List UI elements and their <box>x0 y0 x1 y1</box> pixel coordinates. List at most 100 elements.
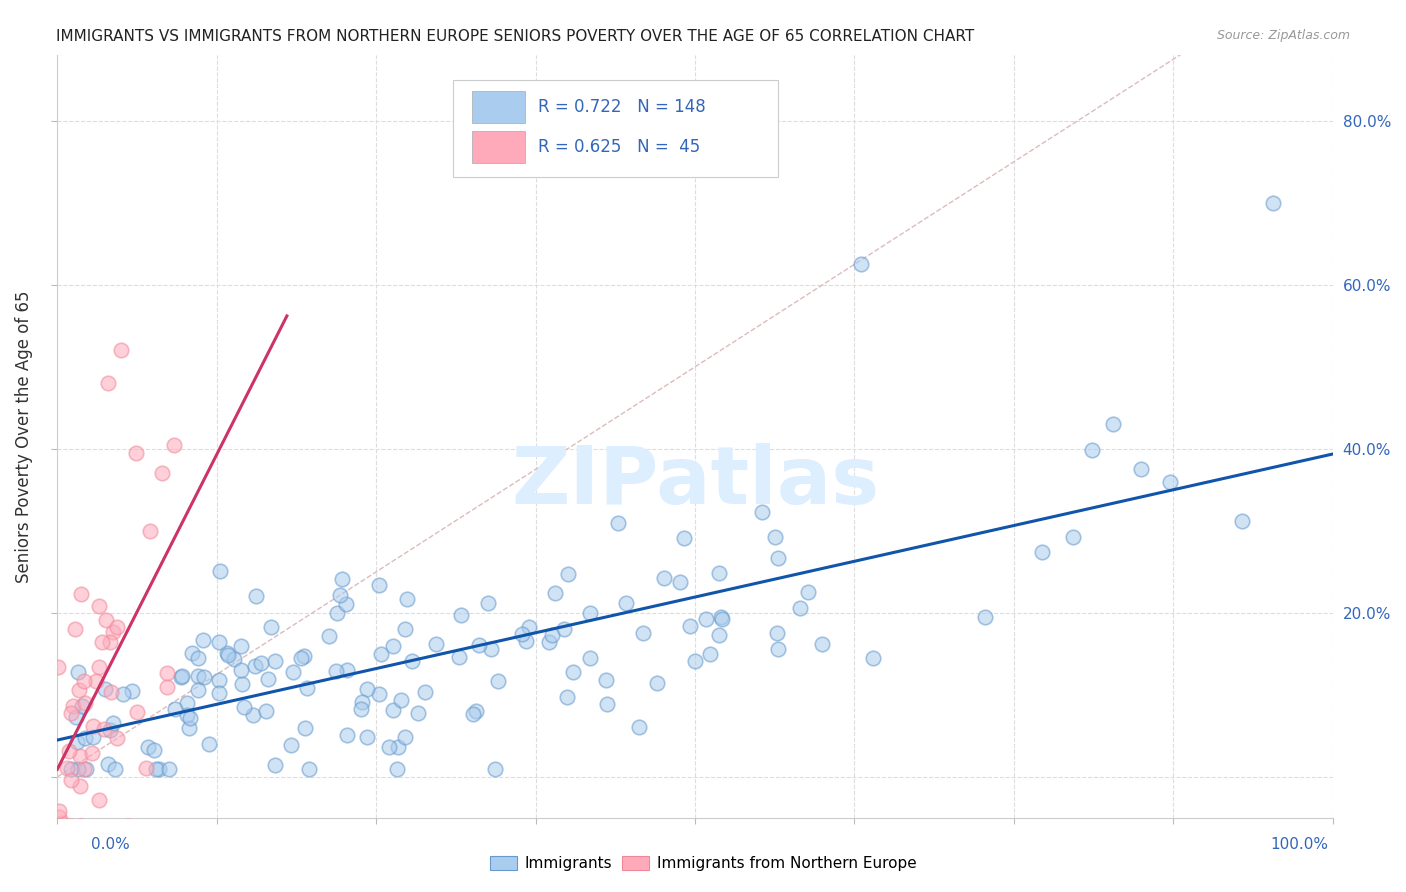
Point <box>87 599 110 613</box>
Point <box>280 739 302 753</box>
Point <box>330 573 353 587</box>
Point <box>336 728 359 742</box>
Point <box>789 600 811 615</box>
Point <box>69 682 91 697</box>
Point <box>668 575 690 590</box>
Point <box>465 704 488 718</box>
Point <box>555 690 578 705</box>
Point <box>59 819 82 833</box>
Point <box>87 792 110 806</box>
Point <box>463 707 485 722</box>
Point <box>595 673 617 688</box>
Point <box>1159 475 1181 489</box>
Point <box>849 257 872 271</box>
Point <box>579 650 602 665</box>
Point <box>97 756 120 771</box>
Point <box>389 693 412 707</box>
Point <box>87 660 110 674</box>
Point <box>229 639 252 653</box>
Point <box>145 762 167 776</box>
Point <box>797 585 820 599</box>
Point <box>1081 443 1104 458</box>
Point <box>515 634 537 648</box>
Point <box>69 819 91 833</box>
Point <box>537 635 560 649</box>
Point <box>70 819 93 833</box>
Point <box>1031 545 1053 559</box>
Point <box>48 810 70 824</box>
Point <box>143 742 166 756</box>
Point <box>101 716 124 731</box>
Point <box>517 620 540 634</box>
Point <box>263 757 285 772</box>
Point <box>486 673 509 688</box>
Point <box>1230 515 1253 529</box>
Point <box>628 720 651 734</box>
Point <box>699 647 721 661</box>
Point <box>368 578 391 592</box>
Point <box>553 623 575 637</box>
Point <box>335 598 357 612</box>
Point <box>336 663 359 677</box>
Point <box>606 516 628 531</box>
Point <box>55 761 77 775</box>
Point <box>679 619 702 633</box>
Point <box>329 588 352 602</box>
Point <box>176 696 198 710</box>
Point <box>1261 195 1284 210</box>
Point <box>254 704 277 718</box>
Point <box>382 640 405 654</box>
Point <box>242 708 264 723</box>
Point <box>541 628 564 642</box>
Point <box>447 650 470 665</box>
Point <box>766 551 789 566</box>
Point <box>187 669 209 683</box>
Point <box>229 663 252 677</box>
Point <box>810 637 832 651</box>
Point <box>46 660 69 674</box>
Point <box>75 731 97 745</box>
Text: 0.0%: 0.0% <box>91 838 131 852</box>
Point <box>579 606 602 620</box>
Legend: Immigrants, Immigrants from Northern Europe: Immigrants, Immigrants from Northern Eur… <box>484 850 922 877</box>
Point <box>710 610 733 624</box>
Point <box>245 658 267 673</box>
Point <box>163 702 186 716</box>
Point <box>156 665 179 680</box>
Point <box>318 628 340 642</box>
Point <box>510 627 533 641</box>
Point <box>292 648 315 663</box>
Point <box>217 648 239 663</box>
FancyBboxPatch shape <box>472 91 526 123</box>
Point <box>208 686 231 700</box>
Point <box>163 438 186 452</box>
Point <box>283 665 305 680</box>
Point <box>250 657 273 671</box>
Point <box>217 646 239 660</box>
Point <box>93 722 115 736</box>
Point <box>260 619 283 633</box>
Point <box>557 566 579 581</box>
Point <box>117 819 139 833</box>
Point <box>159 762 181 776</box>
Point <box>974 610 997 624</box>
Point <box>180 646 202 660</box>
Point <box>633 625 655 640</box>
Point <box>544 586 567 600</box>
Point <box>111 686 134 700</box>
Point <box>425 637 447 651</box>
Point <box>82 730 104 744</box>
Point <box>378 740 401 755</box>
Point <box>596 697 619 711</box>
Point <box>110 343 132 358</box>
Point <box>208 673 231 687</box>
Point <box>90 635 112 649</box>
Point <box>763 531 786 545</box>
Text: Source: ZipAtlas.com: Source: ZipAtlas.com <box>1216 29 1350 42</box>
Point <box>695 612 717 626</box>
Point <box>356 681 378 696</box>
Point <box>477 596 499 610</box>
Point <box>395 591 418 606</box>
Point <box>751 505 773 519</box>
Point <box>325 664 347 678</box>
